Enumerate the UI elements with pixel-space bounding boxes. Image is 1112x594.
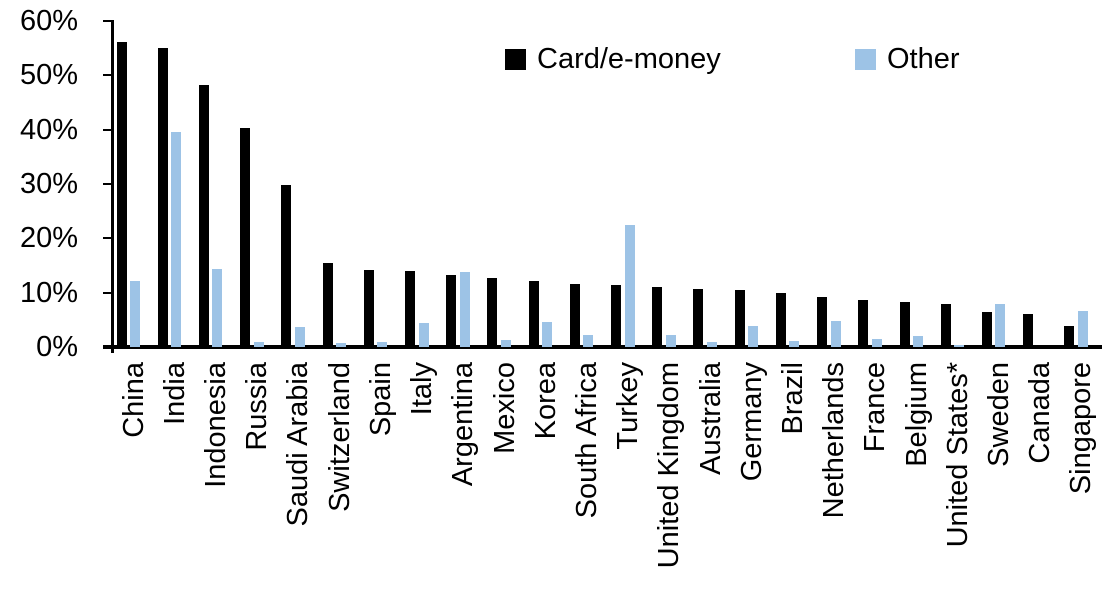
x-axis-label: Korea [529,362,562,440]
bar-card-e-money-mexico [487,277,498,347]
bar-card-e-money-netherlands [817,297,827,347]
bar-card-e-money-south-africa [569,284,580,347]
x-axis-label: Canada [1024,362,1057,464]
y-axis-line [111,20,114,353]
bar-card-e-money-france [858,299,869,347]
y-axis-label: 60% [19,5,78,37]
x-axis-label: South Africa [570,362,603,519]
x-axis-label: Netherlands [818,362,851,519]
y-axis-tick [103,183,112,185]
x-axis-label: Sweden [983,362,1015,467]
x-axis-line [103,345,1102,349]
y-axis-tick [103,237,112,240]
x-axis-label: China [117,362,150,438]
bar-other-saudi-arabia [294,326,305,347]
x-axis-label: Mexico [488,362,521,454]
bar-other-singapore [1077,311,1088,347]
bar-other-belgium [913,336,923,347]
bar-card-e-money-argentina [446,274,457,347]
legend-swatch-other [855,48,876,70]
y-axis-label: 0% [36,331,78,363]
y-axis-label: 20% [19,222,78,255]
bar-card-e-money-china [116,41,127,347]
bar-card-e-money-switzerland [322,262,333,347]
x-axis-label: Australia [694,362,727,475]
bar-card-e-money-italy [405,270,415,347]
bar-card-e-money-united-kingdom [652,287,663,347]
y-axis-tick [103,291,112,294]
bar-other-italy [418,322,429,348]
y-axis-label: 40% [19,113,78,146]
bar-card-e-money-australia [693,288,704,347]
x-axis-label: United States* [941,362,974,548]
x-axis-label: Spain [364,362,397,437]
bar-card-e-money-canada [1023,314,1034,347]
x-axis-label: Singapore [1065,362,1098,495]
bar-other-turkey [624,224,635,348]
bar-other-australia [706,341,717,347]
bar-other-argentina [459,272,470,347]
bar-card-e-money-spain [363,270,374,347]
x-axis-label: Italy [406,362,439,416]
legend-label-other: Other [887,43,960,75]
bar-card-e-money-united-states [940,304,951,347]
x-axis-label: France [859,362,892,453]
legend-item-other: Other [855,42,960,76]
y-axis-tick [103,20,112,22]
bar-card-e-money-korea [528,280,539,347]
bar-other-mexico [500,339,511,347]
bar-other-china [130,280,140,347]
x-axis-label: Switzerland [323,362,356,512]
bar-other-spain [377,341,388,347]
bar-other-united-kingdom [665,335,676,347]
y-axis-label: 50% [19,59,78,92]
bar-card-e-money-germany [734,289,745,347]
bar-other-indonesia [212,269,223,347]
x-axis-label: Saudi Arabia [282,362,315,527]
bar-other-germany [748,325,759,347]
bar-card-e-money-sweden [981,311,992,347]
bar-card-e-money-indonesia [198,84,209,347]
bar-other-korea [542,322,553,347]
y-axis-label: 30% [19,168,78,200]
y-axis-tick [103,74,112,77]
x-axis-label: Argentina [447,362,480,487]
bar-other-switzerland [336,342,346,347]
bar-other-sweden [995,303,1006,347]
legend-item-card-e-money: Card/e-money [505,42,721,76]
bar-card-e-money-turkey [611,284,621,347]
y-axis-tick [103,128,112,131]
bar-card-e-money-saudi-arabia [281,185,292,347]
bar-other-russia [253,341,264,347]
legend-swatch-card-e-money [505,48,526,70]
x-axis-label: United Kingdom [653,362,686,569]
bar-card-e-money-belgium [899,302,910,347]
bar-other-india [171,131,182,347]
bar-card-e-money-brazil [775,292,786,347]
bar-other-france [871,338,882,348]
x-axis-label: Belgium [900,362,933,467]
legend-label-card-e-money: Card/e-money [537,43,721,75]
bar-card-e-money-singapore [1064,325,1075,347]
x-axis-label: India [158,362,191,425]
bar-card-e-money-india [157,48,168,347]
bar-other-united-states [954,345,965,347]
x-axis-label: Turkey [612,362,645,450]
bar-other-netherlands [830,320,841,347]
x-axis-label: Brazil [776,362,809,435]
x-axis-label: Germany [735,362,768,482]
x-axis-label: Indonesia [200,362,232,488]
bar-other-south-africa [583,334,594,347]
bar-card-e-money-russia [240,127,251,347]
bar-other-brazil [789,340,800,347]
y-axis-label: 10% [19,276,78,309]
x-axis-label: Russia [241,362,274,451]
